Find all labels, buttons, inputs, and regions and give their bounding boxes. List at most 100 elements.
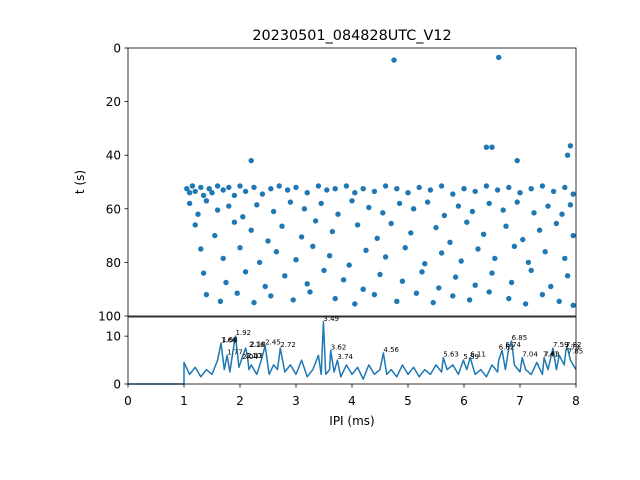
scatter-point [436, 285, 442, 291]
scatter-point [354, 222, 361, 228]
peak-label: 3.62 [331, 344, 347, 352]
scatter-point [486, 289, 492, 295]
scatter-point [184, 186, 190, 192]
scatter-point [472, 188, 478, 195]
scatter-point [242, 269, 249, 275]
scatter-point [312, 218, 319, 224]
scatter-point [450, 293, 456, 299]
scatter-point [567, 202, 574, 208]
scatter-point [506, 184, 512, 191]
peak-label: 1.77 [227, 348, 243, 356]
x-tick-label: 0 [124, 394, 132, 408]
peak-label: 2.18 [250, 341, 266, 349]
top-y-axis-label: t (s) [73, 170, 87, 194]
x-tick-label: 2 [236, 394, 244, 408]
scatter-point [268, 293, 274, 299]
scatter-point [200, 270, 207, 276]
scatter-point [536, 227, 543, 233]
x-tick-label: 6 [460, 394, 468, 408]
scatter-point [360, 186, 366, 192]
scatter-point [346, 262, 352, 268]
scatter-point [192, 222, 198, 228]
scatter-point [259, 191, 266, 197]
scatter-point [307, 289, 313, 295]
scatter-point [293, 257, 299, 263]
scatter-point [206, 186, 212, 192]
scatter-point [486, 200, 492, 207]
scatter-point [335, 211, 341, 217]
scatter-point [438, 250, 445, 256]
y-tick-label: 60 [106, 202, 121, 216]
scatter-point [382, 183, 389, 189]
scatter-point [433, 224, 439, 231]
scatter-point [340, 277, 347, 283]
bottom-x-axis-label: IPI (ms) [329, 414, 374, 428]
x-tick-label: 7 [516, 394, 524, 408]
peak-label: 3.74 [337, 353, 353, 361]
scatter-point [195, 211, 201, 217]
scatter-point [556, 298, 562, 304]
scatter-point [506, 295, 512, 302]
scatter-point [461, 186, 467, 192]
scatter-point [318, 200, 324, 207]
chart-title: 20230501_084828UTC_V12 [252, 28, 451, 44]
scatter-point [539, 183, 546, 189]
scatter-point [564, 152, 571, 158]
peak-label: 7.82 [566, 341, 582, 349]
peak-label: 2.13 [247, 352, 263, 360]
scatter-point [483, 144, 490, 150]
peak-label: 7.43 [544, 351, 560, 359]
scatter-point [522, 301, 529, 307]
scatter-point [514, 199, 520, 205]
scatter-point [360, 286, 366, 292]
top-plot: 0 20 40 60 80 100 t (s) [73, 42, 577, 324]
scatter-point [466, 297, 473, 303]
scatter-point [528, 186, 534, 192]
scatter-point [374, 235, 380, 241]
scatter-point [363, 247, 369, 253]
y-tick-label: 10 [106, 330, 121, 344]
scatter-point [332, 186, 338, 192]
scatter-point [279, 223, 285, 229]
scatter-point [349, 198, 355, 204]
scatter-point [391, 57, 397, 63]
scatter-point [531, 210, 537, 216]
scatter-point [514, 157, 520, 164]
scatter-point [517, 190, 523, 196]
scatter-point [248, 227, 254, 233]
scatter-point [270, 208, 277, 215]
scatter-point [324, 187, 330, 193]
peak-label: 1.66 [221, 336, 237, 344]
scatter-point [416, 184, 422, 191]
peak-label: 2.04 [242, 353, 258, 361]
scatter-point [186, 190, 193, 196]
scatter-point [472, 282, 478, 288]
scatter-point [380, 210, 386, 216]
scatter-point [304, 190, 310, 196]
x-tick-label: 3 [292, 394, 300, 408]
scatter-point [366, 204, 372, 211]
scatter-point [402, 245, 408, 251]
scatter-point [371, 188, 378, 195]
peak-label: 7.85 [568, 347, 584, 355]
scatter-point [475, 246, 481, 252]
scatter-point [508, 279, 515, 286]
peak-label: 2.10 [246, 352, 262, 360]
peak-label: 2.16 [249, 341, 265, 349]
y-tick-label: 100 [98, 310, 121, 324]
scatter-point [408, 230, 414, 236]
scatter-point [265, 238, 271, 244]
scatter-point [570, 232, 576, 239]
scatter-point [489, 144, 495, 150]
bottom-line-series [128, 321, 577, 385]
scatter-point [192, 188, 198, 195]
scatter-point [284, 187, 291, 193]
scatter-point [352, 301, 358, 307]
scatter-point [198, 184, 204, 191]
scatter-point [231, 192, 238, 199]
scatter-point [237, 183, 243, 189]
y-tick-label: 20 [106, 95, 121, 109]
scatter-point [570, 302, 576, 308]
